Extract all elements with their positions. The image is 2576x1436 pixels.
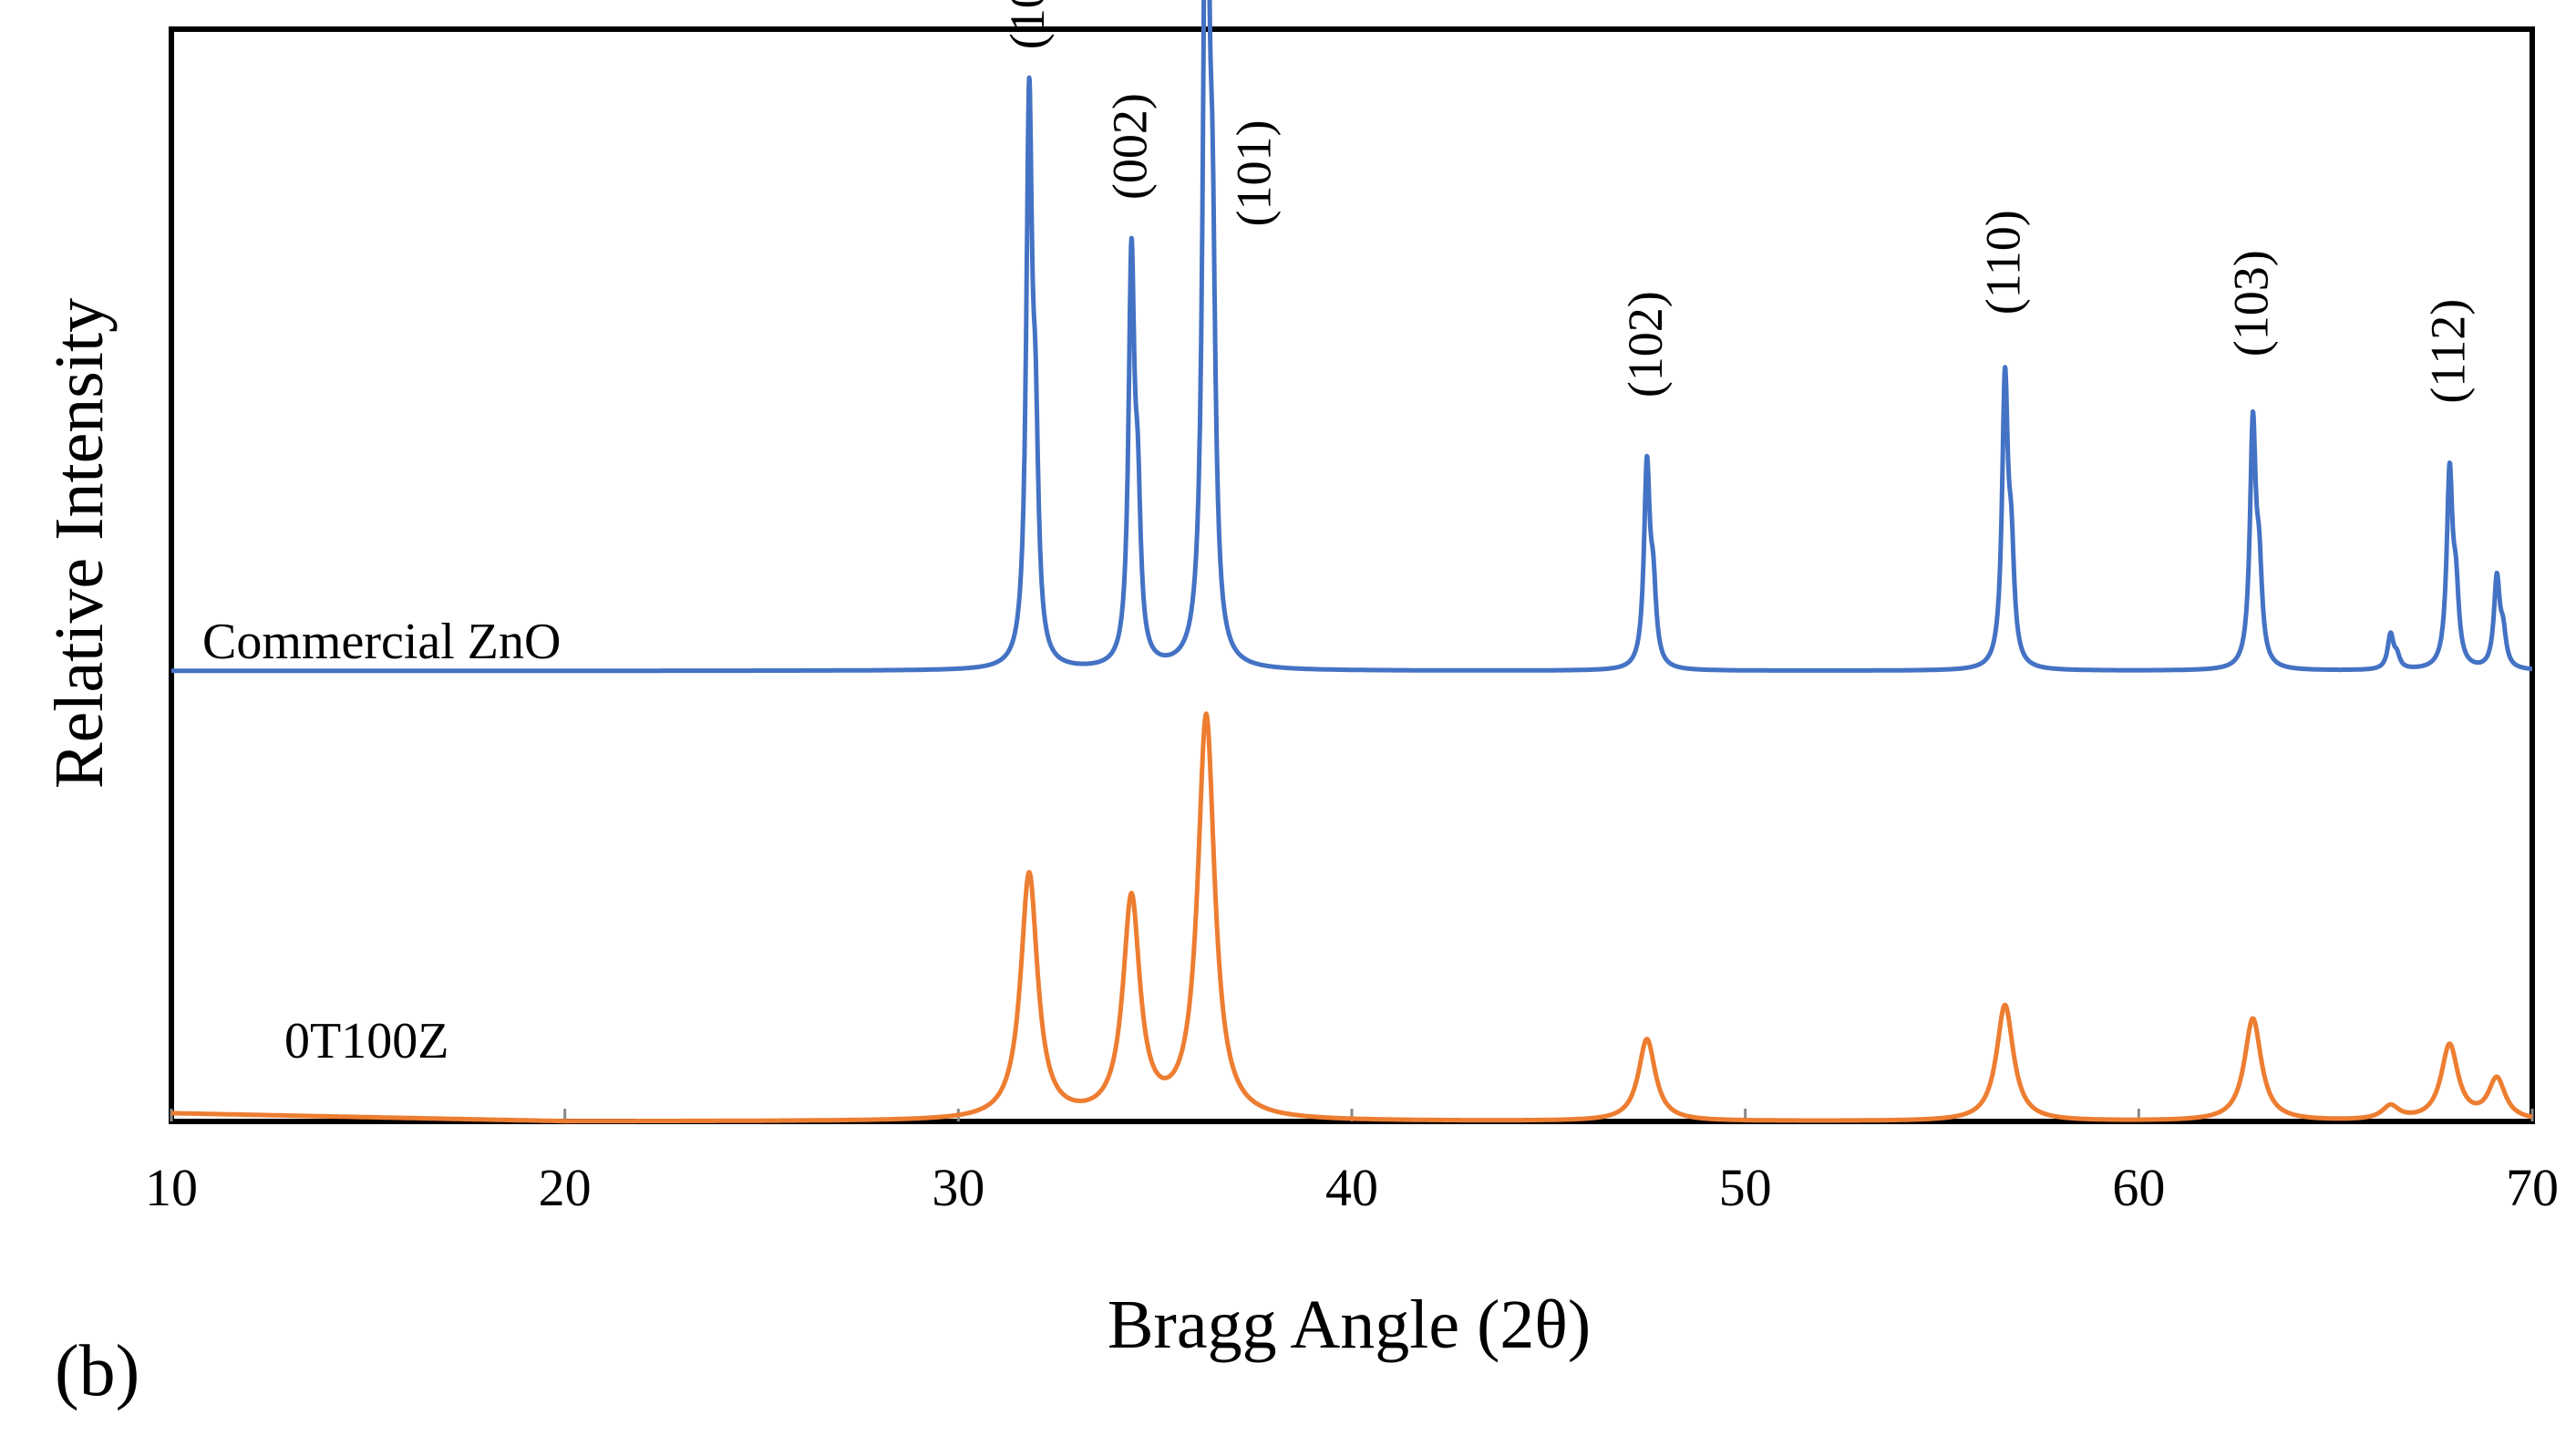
peak-label: (101) [1226,120,1281,227]
peak-label: (103) [2224,250,2279,356]
peak-labels: (100) (002) (101) (102) (110) (103) (112) [1000,0,2475,404]
x-tick-label: 50 [1719,1158,1772,1217]
series-lines [169,0,2535,1124]
peak-label: (112) [2420,299,2475,404]
panel-label: (b) [55,1331,139,1411]
series-label: 0T100Z [284,1013,448,1069]
x-tick-label: 40 [1325,1158,1378,1217]
series-line-commercial-zno [169,0,2535,674]
series-line-0t100z [169,711,2535,1124]
x-tick-label: 60 [2112,1158,2165,1217]
x-tick-label: 10 [145,1158,198,1217]
x-tick-label: 70 [2506,1158,2559,1217]
x-tick-label: 30 [932,1158,984,1217]
x-tick-label: 20 [539,1158,592,1217]
series-labels: Commercial ZnO 0T100Z [202,614,561,1069]
x-axis-title: Bragg Angle (2θ) [1108,1286,1591,1363]
peak-label: (110) [1976,210,2031,315]
peak-label: (100) [1000,0,1055,49]
series-label: Commercial ZnO [202,614,561,670]
peak-label: (102) [1618,291,1673,398]
x-tick-labels: 10 20 30 40 50 60 70 [145,1158,2559,1217]
peak-label: (002) [1102,93,1157,200]
plot-frame [169,26,2535,1124]
y-axis-title: Relative Intensity [41,298,118,789]
